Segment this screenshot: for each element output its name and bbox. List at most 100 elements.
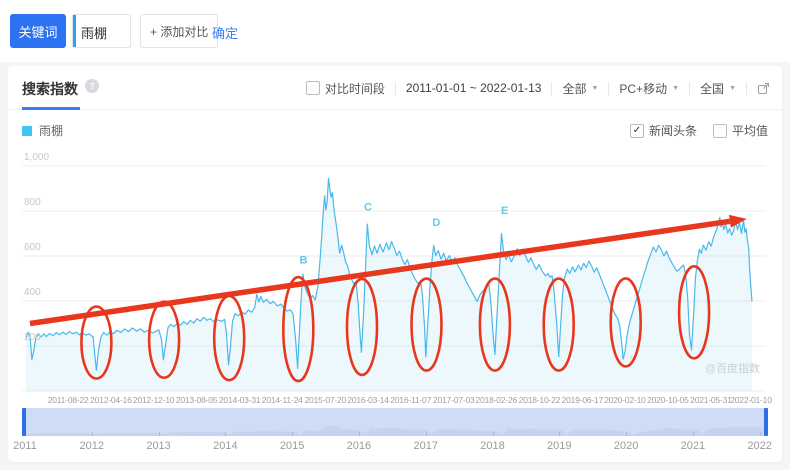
keyword-input-box[interactable] (72, 14, 131, 49)
annotation-circle (345, 277, 379, 377)
slider-year-tick (492, 432, 494, 436)
y-tick-label: 400 (24, 287, 41, 298)
slider-year-tick (158, 432, 160, 436)
slider-year-tick (626, 432, 628, 436)
scope-select[interactable]: 全部 ▼ (562, 80, 598, 97)
slider-year-tick (358, 432, 360, 436)
divider (689, 81, 691, 95)
region-value: 全国 (700, 81, 725, 96)
panel-header: 搜索指数 ? 对比时间段 2011-01-01 ~ 2022-01-13 全部 … (8, 66, 782, 110)
annotation-letter: D (432, 217, 440, 229)
slider-mini-svg (22, 424, 768, 436)
legend-row: 雨棚 ✓ 新闻头条 平均值 (22, 118, 768, 142)
device-value: PC+移动 (619, 81, 668, 96)
x-tick-label: 2022-01-10 (730, 395, 772, 405)
x-tick-label: 2017-07-03 (433, 395, 475, 405)
x-tick-label: 2015-07-20 (304, 395, 347, 405)
slider-handle-right[interactable] (764, 408, 768, 436)
slider-year-label: 2012 (79, 440, 105, 452)
slider-band[interactable] (22, 408, 768, 436)
header-controls: 对比时间段 2011-01-01 ~ 2022-01-13 全部 ▼ PC+移动… (305, 66, 770, 110)
chart-svg: B C D E (22, 165, 766, 392)
keyword-button[interactable]: 关键词 (10, 14, 66, 48)
help-icon[interactable]: ? (85, 79, 99, 93)
slider-year-tick (91, 432, 93, 436)
chevron-down-icon: ▼ (672, 84, 680, 92)
slider-year-label: 2016 (346, 440, 372, 452)
x-tick-label: 2016-11-07 (390, 395, 432, 405)
external-link-icon[interactable] (757, 82, 770, 95)
x-tick-label: 2018-10-22 (518, 395, 561, 405)
x-tick-label: 2012-12-10 (132, 395, 175, 405)
watermark: @百度指数 (704, 363, 760, 375)
series-area (26, 178, 752, 391)
slider-year-tick (759, 432, 761, 436)
keyword-input[interactable] (79, 15, 129, 49)
keyword-accent-bar (73, 15, 76, 47)
annotation-letter: B (300, 254, 308, 266)
region-select[interactable]: 全国 ▼ (700, 80, 736, 97)
series-color-swatch (22, 125, 32, 136)
news-headlines-toggle[interactable]: ✓ 新闻头条 (629, 122, 697, 139)
compare-period-label: 对比时间段 (324, 81, 385, 96)
toggle-label: 新闻头条 (648, 124, 697, 138)
annotation-circle (410, 277, 443, 372)
annotation-letter: E (501, 205, 508, 217)
trend-arrow-shaft (29, 218, 731, 327)
annotation-circle (478, 277, 512, 372)
slider-year-label: 2021 (680, 440, 706, 452)
annotation-circle (609, 277, 643, 368)
series-name: 雨棚 (39, 124, 64, 138)
keyword-bar: 关键词 + 添加对比 确定 (0, 0, 790, 62)
x-tick-label: 2016-03-14 (347, 395, 389, 405)
legend-toggles: ✓ 新闻头条 平均值 (629, 122, 768, 139)
slider-year-label: 2014 (213, 440, 238, 452)
date-range[interactable]: 2011-01-01 ~ 2022-01-13 (405, 81, 542, 95)
slider-year-tick (692, 432, 694, 436)
legend-item: 雨棚 (22, 122, 63, 139)
divider (746, 81, 747, 95)
slider-year-tick (225, 432, 227, 436)
slider-year-tick (292, 432, 294, 436)
x-tick-label: 2020-02-10 (604, 395, 646, 405)
y-tick-label: 1,000 (24, 152, 50, 163)
compare-period-checkbox[interactable]: 对比时间段 (305, 80, 385, 97)
checkbox-icon[interactable]: ✓ (629, 123, 644, 138)
toggle-label: 平均值 (731, 124, 768, 138)
confirm-link[interactable]: 确定 (212, 26, 239, 41)
x-tick-label: 2011-08-22 (47, 395, 89, 405)
y-tick-label: 600 (24, 242, 41, 253)
divider (608, 81, 610, 95)
chevron-down-icon: ▼ (729, 84, 736, 92)
slider-year-label: 2018 (480, 440, 505, 452)
x-tick-label: 2018-02-26 (475, 395, 518, 405)
average-toggle[interactable]: 平均值 (712, 122, 768, 139)
annotation-circle (542, 277, 576, 372)
slider-year-label: 2011 (13, 440, 37, 452)
checkbox-icon[interactable] (712, 123, 727, 138)
slider-year-tick (559, 432, 561, 436)
time-range-slider: 2011 2012 2013 2014 2015 2016 2017 2018 2019 2020… (13, 408, 772, 454)
tab-search-index[interactable]: 搜索指数 (22, 81, 78, 97)
search-index-panel: 搜索指数 ? 对比时间段 2011-01-01 ~ 2022-01-13 全部 … (8, 66, 782, 462)
slider-year-label: 2015 (279, 440, 305, 452)
chart-area: B C D E 1,000 800 600 400 200 2011-08-22 2012-04… (22, 152, 772, 410)
x-tick-label: 2019-06-17 (561, 395, 604, 405)
annotation-circle (281, 275, 315, 383)
slider-year-tick (425, 432, 427, 436)
slider-handle-left[interactable] (22, 408, 26, 436)
slider-year-label: 2019 (547, 440, 572, 452)
slider-year-label: 2020 (613, 440, 639, 452)
checkbox-icon[interactable] (305, 81, 320, 95)
y-tick-label: 200 (24, 332, 41, 343)
divider (394, 81, 396, 95)
add-compare-button[interactable]: + 添加对比 (140, 14, 219, 48)
x-tick-label: 2012-04-16 (90, 395, 132, 405)
slider-year-label: 2022 (747, 440, 772, 452)
device-select[interactable]: PC+移动 ▼ (619, 80, 679, 97)
x-tick-label: 2021-05-31 (690, 395, 732, 405)
annotation-circle (677, 265, 711, 360)
y-tick-label: 800 (24, 197, 41, 208)
annotation-letter: C (364, 202, 372, 214)
